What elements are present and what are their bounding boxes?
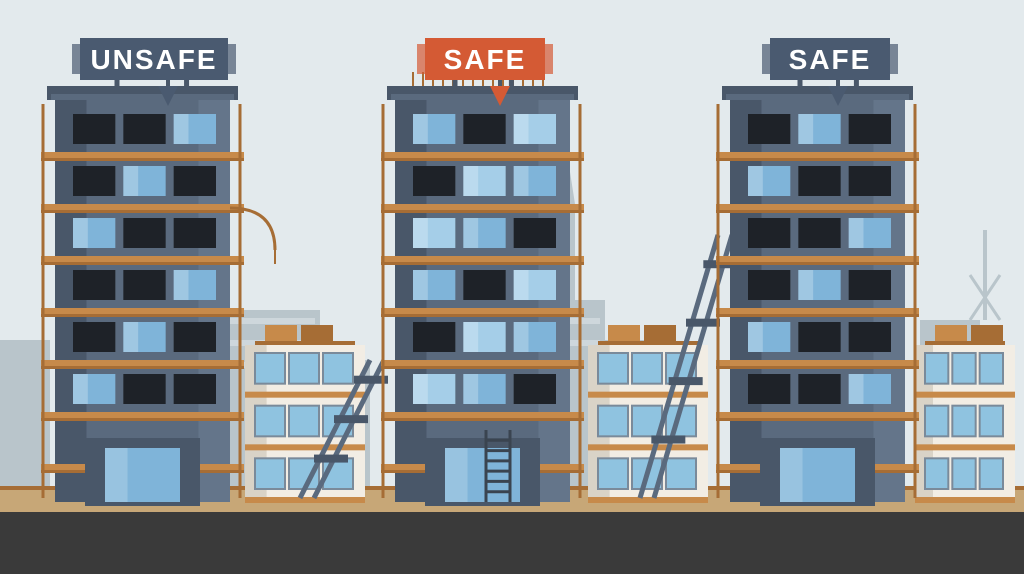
sign-center: SAFE [417, 38, 553, 80]
sign-label-left: UNSAFE [90, 44, 217, 75]
building-left: UNSAFE [41, 38, 275, 506]
small-building-2 [915, 325, 1015, 503]
small-building-0 [245, 325, 365, 503]
sign-right: SAFE [762, 38, 898, 80]
sign-label-right: SAFE [789, 44, 872, 75]
building-right: SAFE [716, 38, 919, 506]
building-center: SAFE [381, 38, 584, 506]
ground-lower [0, 512, 1024, 574]
sign-label-center: SAFE [444, 44, 527, 75]
sign-left: UNSAFE [72, 38, 236, 80]
infographic-scene: UNSAFE SAFE SAFE [0, 0, 1024, 574]
